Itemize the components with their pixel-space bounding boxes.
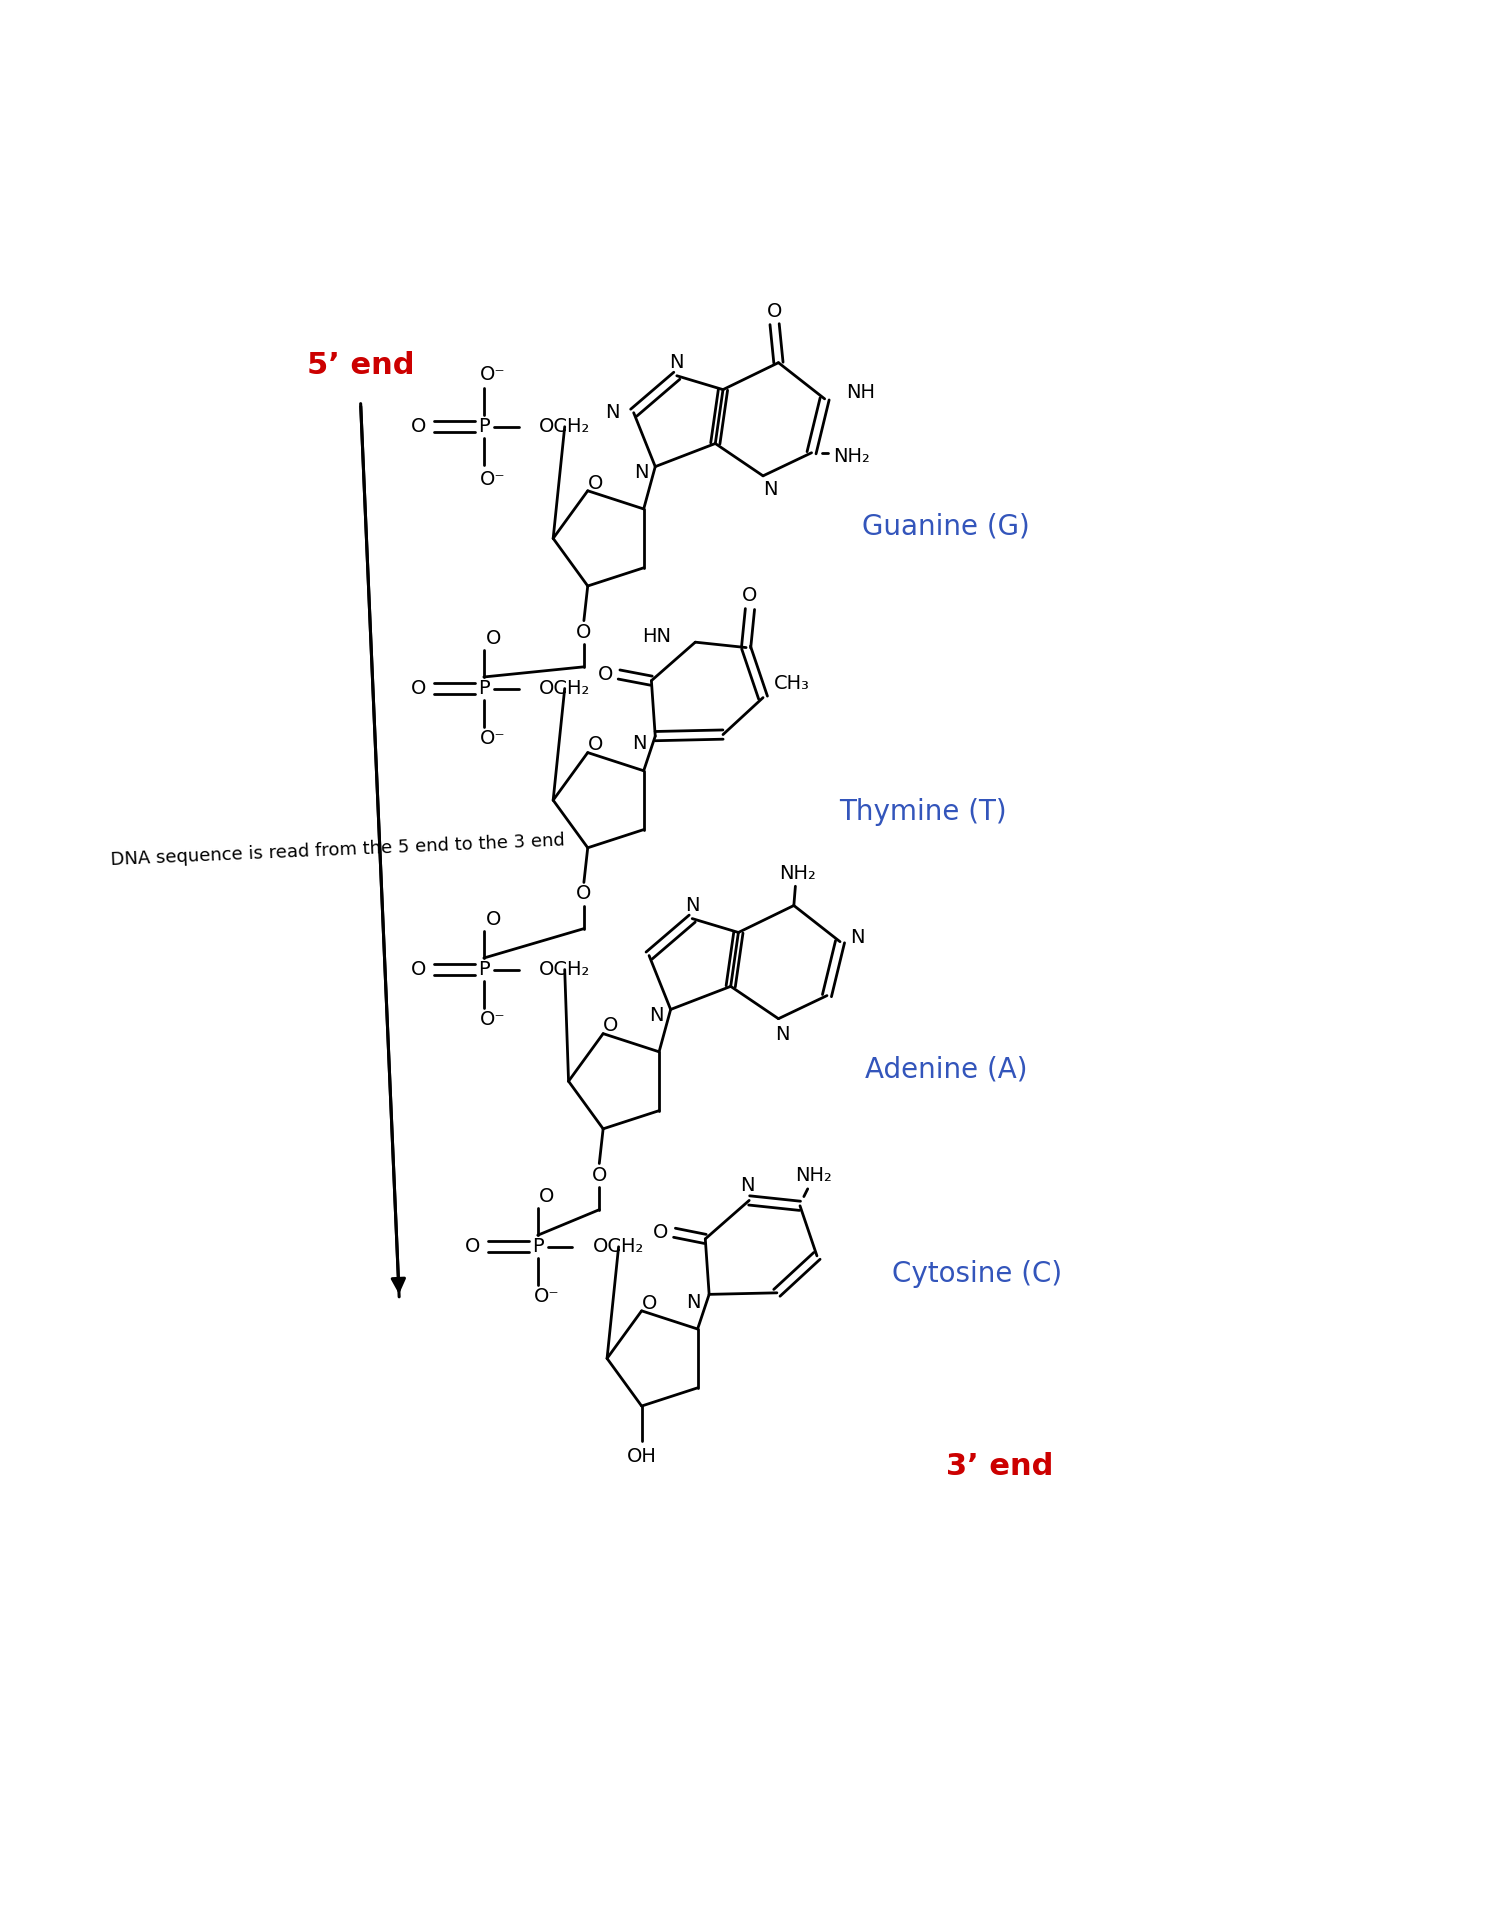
Text: O: O [411,679,426,698]
Text: N: N [764,481,778,500]
Text: Thymine (T): Thymine (T) [839,797,1007,826]
Text: OCH₂: OCH₂ [540,959,591,978]
Text: O: O [465,1238,480,1257]
Text: O⁻: O⁻ [480,364,506,383]
Text: O: O [652,1222,669,1241]
Text: N: N [741,1175,754,1194]
Text: P: P [478,418,489,437]
Text: O⁻: O⁻ [480,1011,506,1030]
Text: 5’ end: 5’ end [306,351,414,379]
Text: Guanine (G): Guanine (G) [862,513,1029,542]
Text: O: O [642,1293,657,1312]
Text: O: O [591,1165,608,1184]
Text: HN: HN [642,627,670,645]
Text: OCH₂: OCH₂ [540,418,591,437]
Text: P: P [532,1238,543,1257]
Text: N: N [776,1024,789,1043]
Text: CH₃: CH₃ [774,675,810,694]
Text: OCH₂: OCH₂ [540,679,591,698]
Text: N: N [687,1293,700,1312]
Text: Adenine (A): Adenine (A) [864,1056,1028,1083]
Text: OCH₂: OCH₂ [592,1238,645,1257]
Text: O: O [588,736,603,755]
Text: P: P [478,679,489,698]
Text: OH: OH [627,1447,657,1466]
Text: Cytosine (C): Cytosine (C) [891,1261,1062,1287]
Text: N: N [633,734,646,753]
Text: N: N [634,463,648,482]
Text: 3’ end: 3’ end [946,1451,1053,1480]
Text: O: O [588,473,603,492]
Text: O: O [597,666,613,685]
Text: O: O [486,910,501,929]
Text: O⁻: O⁻ [480,728,506,748]
Text: O⁻: O⁻ [480,469,506,488]
Text: O: O [411,418,426,437]
Text: O: O [576,624,591,641]
Text: O⁻: O⁻ [534,1287,560,1306]
Text: O: O [576,885,591,904]
Text: N: N [686,896,699,915]
Text: P: P [478,959,489,978]
Text: O: O [540,1188,555,1207]
Text: O: O [486,629,501,648]
Text: O: O [603,1016,618,1036]
Text: N: N [849,929,864,948]
Text: O: O [742,587,758,605]
Text: DNA sequence is read from the 5 end to the 3 end: DNA sequence is read from the 5 end to t… [110,831,566,870]
Text: N: N [604,402,619,421]
Text: N: N [669,353,684,372]
Text: NH₂: NH₂ [833,446,870,465]
Text: O: O [766,301,783,320]
Text: O: O [411,959,426,978]
Text: NH₂: NH₂ [795,1165,832,1184]
Text: NH: NH [846,383,874,402]
Text: N: N [650,1007,664,1026]
Text: NH₂: NH₂ [780,864,816,883]
